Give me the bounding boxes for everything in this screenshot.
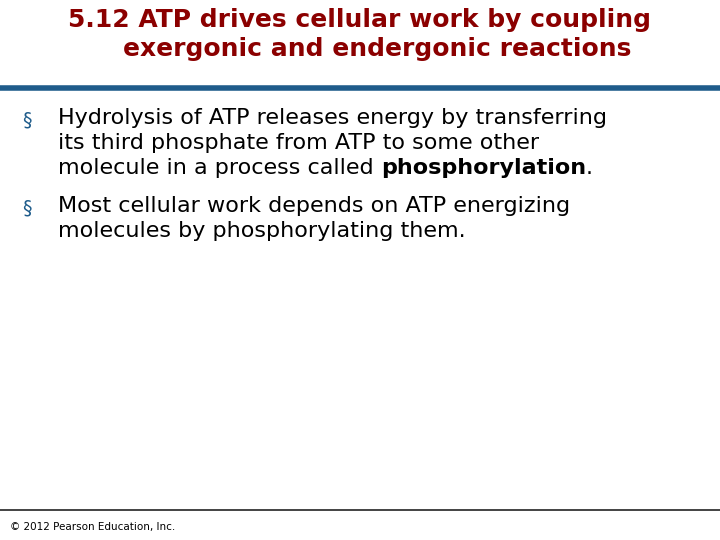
Text: molecule in a process called: molecule in a process called <box>58 158 381 178</box>
Text: molecules by phosphorylating them.: molecules by phosphorylating them. <box>58 221 466 241</box>
Text: Hydrolysis of ATP releases energy by transferring: Hydrolysis of ATP releases energy by tra… <box>58 108 607 128</box>
Text: §: § <box>22 110 32 129</box>
Text: Most cellular work depends on ATP energizing: Most cellular work depends on ATP energi… <box>58 196 570 216</box>
Text: © 2012 Pearson Education, Inc.: © 2012 Pearson Education, Inc. <box>10 522 175 532</box>
Text: its third phosphate from ATP to some other: its third phosphate from ATP to some oth… <box>58 133 539 153</box>
Text: §: § <box>22 198 32 217</box>
Text: phosphorylation: phosphorylation <box>381 158 586 178</box>
Text: 5.12 ATP drives cellular work by coupling
    exergonic and endergonic reactions: 5.12 ATP drives cellular work by couplin… <box>68 8 652 60</box>
Text: .: . <box>586 158 593 178</box>
